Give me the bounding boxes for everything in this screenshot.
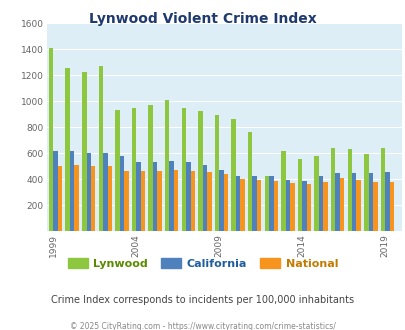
Bar (306, 183, 310, 231)
Bar (318, 177, 322, 231)
Bar (169, 161, 173, 231)
Bar (70, 151, 74, 231)
Bar (389, 182, 393, 231)
Bar (269, 177, 273, 231)
Bar (240, 179, 244, 231)
Bar (82, 73, 86, 231)
Bar (173, 170, 178, 231)
Bar (372, 182, 377, 231)
Text: © 2025 CityRating.com - https://www.cityrating.com/crime-statistics/: © 2025 CityRating.com - https://www.city… (70, 322, 335, 330)
Bar (380, 148, 384, 231)
Bar (65, 68, 70, 231)
Bar (124, 171, 128, 231)
Bar (384, 172, 389, 231)
Bar (202, 165, 207, 231)
Bar (252, 177, 256, 231)
Bar (231, 119, 235, 231)
Bar (247, 132, 252, 231)
Bar (141, 171, 145, 231)
Legend: Lynwood, California, National: Lynwood, California, National (63, 254, 342, 273)
Bar (157, 171, 162, 231)
Bar (198, 112, 202, 231)
Bar (74, 165, 79, 231)
Bar (297, 159, 301, 231)
Bar (356, 180, 360, 231)
Bar (136, 162, 141, 231)
Bar (91, 166, 95, 231)
Bar (214, 115, 219, 231)
Bar (301, 181, 306, 231)
Bar (153, 162, 157, 231)
Text: Crime Index corresponds to incidents per 100,000 inhabitants: Crime Index corresponds to incidents per… (51, 295, 354, 305)
Bar (107, 166, 112, 231)
Bar (235, 176, 240, 231)
Bar (164, 100, 169, 231)
Bar (49, 48, 53, 231)
Bar (368, 173, 372, 231)
Bar (181, 108, 185, 231)
Bar (119, 156, 124, 231)
Bar (335, 173, 339, 231)
Bar (347, 149, 351, 231)
Bar (363, 154, 368, 231)
Bar (273, 181, 277, 231)
Bar (103, 153, 107, 231)
Text: Lynwood Violent Crime Index: Lynwood Violent Crime Index (89, 12, 316, 25)
Bar (256, 180, 261, 231)
Bar (330, 148, 335, 231)
Bar (148, 105, 153, 231)
Bar (98, 66, 103, 231)
Bar (53, 151, 58, 231)
Bar (351, 173, 356, 231)
Bar (207, 172, 211, 231)
Bar (115, 110, 119, 231)
Bar (58, 166, 62, 231)
Bar (223, 174, 228, 231)
Bar (280, 151, 285, 231)
Bar (285, 180, 290, 231)
Bar (339, 178, 343, 231)
Bar (185, 162, 190, 231)
Bar (190, 171, 194, 231)
Bar (322, 182, 327, 231)
Bar (86, 153, 91, 231)
Bar (132, 108, 136, 231)
Bar (264, 177, 269, 231)
Bar (290, 183, 294, 231)
Bar (219, 170, 223, 231)
Bar (313, 156, 318, 231)
